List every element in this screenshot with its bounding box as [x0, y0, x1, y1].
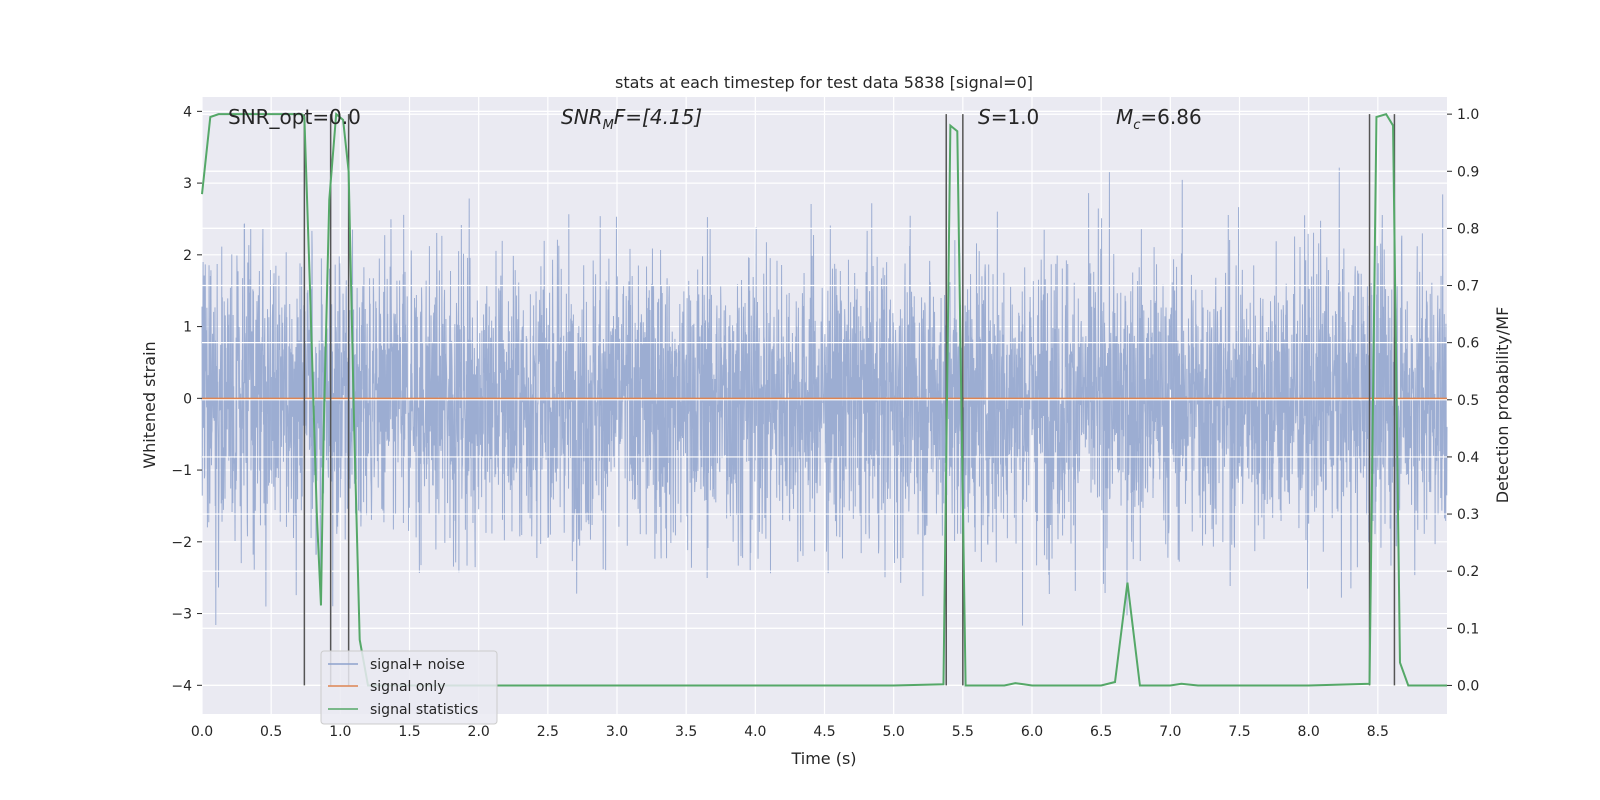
y-axis-label-right: Detection probability/MF [1493, 307, 1512, 504]
y-tick-label-right: 0.0 [1457, 678, 1479, 694]
x-tick-label: 3.5 [675, 724, 697, 740]
y-tick-label-left: 1 [183, 320, 192, 336]
x-tick-label: 4.0 [744, 724, 766, 740]
annotation-mc: Mc=6.86 [1116, 105, 1202, 133]
x-tick-label: 1.5 [398, 724, 420, 740]
x-tick-label: 1.0 [329, 724, 351, 740]
x-axis: 0.0 0.5 1.0 1.5 2.0 2.5 3.0 3.5 4.0 4.5 5.0 5.5 6.0 6… [191, 724, 1389, 740]
x-tick-label: 5.0 [883, 724, 905, 740]
x-tick-label: 6.0 [1021, 724, 1043, 740]
y-tick-label-left: 3 [183, 176, 192, 192]
y-tick-label-right: 0.6 [1457, 336, 1479, 352]
y-tick-label-left: −1 [171, 463, 192, 479]
series-signal-statistics [201, 112, 1447, 687]
y-tick-label-left: 4 [183, 104, 192, 120]
y-tick-label-right: 0.4 [1457, 450, 1479, 466]
x-tick-label: 2.5 [537, 724, 559, 740]
x-tick-label: 5.5 [952, 724, 974, 740]
y-tick-label-right: 0.3 [1457, 507, 1479, 523]
x-tick-label: 7.5 [1228, 724, 1250, 740]
legend-label-signal-only: signal only [370, 679, 445, 695]
y-tick-label-left: −3 [171, 607, 192, 623]
x-tick-label: 0.5 [260, 724, 282, 740]
x-tick-label: 4.5 [813, 724, 835, 740]
legend: signal+ noise signal only signal statist… [320, 650, 498, 725]
y-tick-label-right: 0.7 [1457, 279, 1479, 295]
x-axis-label: Time (s) [790, 749, 856, 768]
y-tick-label-left: −4 [171, 678, 192, 694]
legend-label-signal-statistics: signal statistics [370, 702, 478, 718]
x-tick-label: 6.5 [1090, 724, 1112, 740]
x-tick-label: 7.0 [1159, 724, 1181, 740]
y-tick-label-right: 0.1 [1457, 621, 1479, 637]
chart-title: stats at each timestep for test data 583… [615, 73, 1033, 92]
y-tick-label-right: 1.0 [1457, 107, 1479, 123]
annotation-snr-mf: SNRMF=[4.15] [561, 105, 702, 133]
y-tick-label-right: 0.8 [1457, 221, 1479, 237]
legend-label-signal-noise: signal+ noise [370, 657, 465, 673]
y-tick-label-left: −2 [171, 535, 192, 551]
x-tick-label: 2.0 [468, 724, 490, 740]
x-tick-label: 0.0 [191, 724, 213, 740]
y-axis-label-left: Whitened strain [140, 341, 159, 468]
legend-box [320, 650, 498, 725]
annotation-s: S=1.0 [978, 105, 1039, 129]
x-tick-label: 3.0 [606, 724, 628, 740]
y-tick-label-left: 0 [183, 391, 192, 407]
noise-trace [201, 167, 1448, 626]
x-tick-label: 8.0 [1298, 724, 1320, 740]
y-axis-right: 1.0 0.9 0.8 0.7 0.6 0.5 0.4 0.3 0.2 0.1 0.0 [1447, 107, 1479, 694]
y-tick-label-right: 0.5 [1457, 393, 1479, 409]
y-tick-label-left: 2 [183, 248, 192, 264]
signal-statistics-line [201, 112, 1447, 687]
annotation-snr-opt: SNR_opt=0.0 [228, 105, 361, 129]
y-tick-label-right: 0.2 [1457, 564, 1479, 580]
x-tick-label: 8.5 [1367, 724, 1389, 740]
y-axis-left: 4 3 2 1 0 −1 −2 −3 −4 [171, 104, 202, 694]
y-tick-label-right: 0.9 [1457, 164, 1479, 180]
